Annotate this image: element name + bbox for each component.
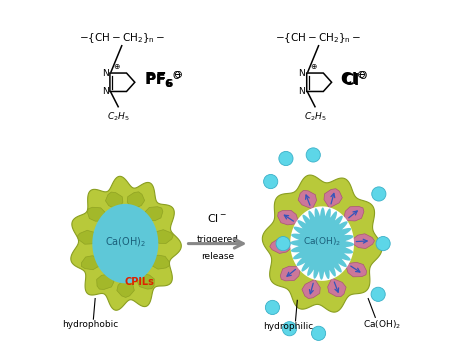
Polygon shape <box>77 230 100 244</box>
Text: N: N <box>102 69 109 78</box>
Text: Ca(OH)$_2$: Ca(OH)$_2$ <box>363 318 401 331</box>
Polygon shape <box>105 192 123 210</box>
Polygon shape <box>87 207 106 221</box>
Polygon shape <box>137 273 155 289</box>
Polygon shape <box>144 207 163 221</box>
Text: $\oplus$: $\oplus$ <box>310 62 318 71</box>
Circle shape <box>276 236 290 251</box>
Circle shape <box>283 321 297 336</box>
Circle shape <box>371 287 385 302</box>
Polygon shape <box>350 234 374 248</box>
Circle shape <box>311 326 326 340</box>
Polygon shape <box>298 190 317 209</box>
Circle shape <box>306 148 320 162</box>
Text: N: N <box>299 69 305 78</box>
Polygon shape <box>117 279 134 298</box>
Circle shape <box>264 174 278 189</box>
Polygon shape <box>345 262 366 277</box>
Text: $\mathbf{Cl}^{\Theta}$: $\mathbf{Cl}^{\Theta}$ <box>342 70 368 89</box>
Circle shape <box>372 187 386 201</box>
Polygon shape <box>148 255 170 269</box>
Text: N: N <box>102 87 109 96</box>
Text: $\mathbf{PF_6}^{\ominus}$: $\mathbf{PF_6}^{\ominus}$ <box>144 69 183 89</box>
Polygon shape <box>262 175 382 312</box>
Circle shape <box>376 236 390 251</box>
Text: hydrophilic: hydrophilic <box>263 321 313 331</box>
Text: triggered: triggered <box>197 235 238 244</box>
Text: $\mathbf{PF_6}^{\Theta}$: $\mathbf{PF_6}^{\Theta}$ <box>145 69 181 90</box>
Text: Ca(OH)$_2$: Ca(OH)$_2$ <box>303 236 341 248</box>
Polygon shape <box>92 204 158 283</box>
Text: CPILs: CPILs <box>125 277 155 287</box>
Text: hydrophobic: hydrophobic <box>62 320 118 329</box>
Polygon shape <box>97 273 114 289</box>
Polygon shape <box>270 239 294 253</box>
Text: N: N <box>299 87 305 96</box>
Text: $-\mathsf{\{CH-CH_2\}_n}-$: $-\mathsf{\{CH-CH_2\}_n}-$ <box>79 31 165 45</box>
Polygon shape <box>280 266 301 281</box>
Text: $C_2H_5$: $C_2H_5$ <box>107 111 129 124</box>
Text: release: release <box>201 252 234 261</box>
Text: $C_2H_5$: $C_2H_5$ <box>304 111 327 124</box>
Text: Ca(OH)$_2$: Ca(OH)$_2$ <box>105 235 146 248</box>
Polygon shape <box>82 256 103 270</box>
Polygon shape <box>150 230 173 244</box>
Polygon shape <box>127 192 145 210</box>
Polygon shape <box>278 210 299 225</box>
Polygon shape <box>71 176 181 310</box>
Circle shape <box>265 300 280 314</box>
Text: $\mathbf{Cl}^{\ominus}$: $\mathbf{Cl}^{\ominus}$ <box>340 71 367 88</box>
Polygon shape <box>302 279 320 299</box>
Polygon shape <box>324 189 342 208</box>
Polygon shape <box>328 278 346 297</box>
Circle shape <box>279 151 293 166</box>
Polygon shape <box>290 208 354 280</box>
Text: $-\mathsf{\{CH-CH_2\}_n}-$: $-\mathsf{\{CH-CH_2\}_n}-$ <box>275 31 362 45</box>
Polygon shape <box>290 206 354 281</box>
Text: Cl$^-$: Cl$^-$ <box>208 212 228 224</box>
Text: $\oplus$: $\oplus$ <box>113 62 121 71</box>
Polygon shape <box>344 206 364 221</box>
